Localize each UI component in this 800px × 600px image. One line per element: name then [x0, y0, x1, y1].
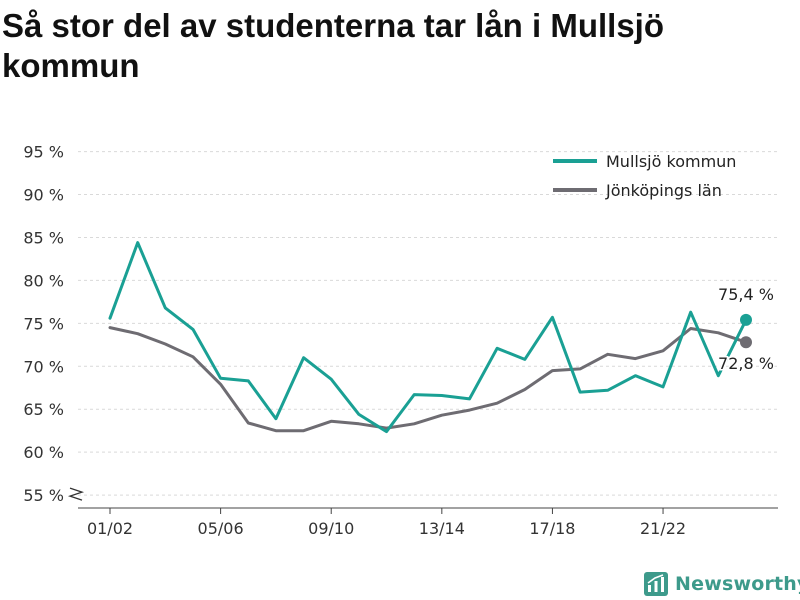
legend-label: Mullsjö kommun — [606, 152, 736, 171]
y-tick-label: 65 % — [23, 400, 64, 419]
x-tick-label: 01/02 — [87, 519, 133, 538]
legend: Mullsjö kommun Jönköpings län — [553, 152, 736, 200]
y-tick-label: 60 % — [23, 443, 64, 462]
x-axis: 01/02 05/06 09/10 13/14 17/18 21/22 — [78, 507, 778, 538]
x-tick-label: 09/10 — [308, 519, 354, 538]
x-tick-label: 17/18 — [529, 519, 575, 538]
y-tick-label: 85 % — [23, 228, 64, 247]
newsworthy-logo-icon — [644, 572, 668, 596]
series-line-jonkoping — [108, 326, 748, 433]
axis-break-icon — [67, 487, 85, 501]
y-tick-label: 55 % — [23, 486, 64, 505]
x-tick-label: 21/22 — [640, 519, 686, 538]
end-point-mullsjo — [740, 313, 752, 326]
x-tick-label: 05/06 — [198, 519, 244, 538]
end-labels: 75,4 % 72,8 % — [717, 283, 776, 374]
brand-name: Newsworthy — [675, 573, 800, 595]
end-value-label: 72,8 % — [718, 354, 774, 373]
grid-lines — [78, 151, 778, 496]
series-line-mullsjo — [108, 241, 748, 434]
chart-title: Så stor del av studenterna tar lån i Mul… — [2, 7, 664, 84]
y-tick-label: 95 % — [23, 143, 64, 162]
legend-label: Jönköpings län — [605, 181, 722, 200]
y-tick-label: 90 % — [23, 186, 64, 205]
y-tick-label: 70 % — [23, 357, 64, 376]
end-point-jonkoping — [740, 336, 752, 349]
y-axis: 55 % 60 % 65 % 70 % 75 % 80 % 85 % 90 % 95 % — [23, 143, 85, 505]
y-tick-label: 80 % — [23, 271, 64, 290]
series-lines — [108, 241, 752, 434]
brand-logo: Newsworthy — [644, 570, 800, 598]
x-tick-label: 13/14 — [419, 519, 465, 538]
end-value-label: 75,4 % — [718, 285, 774, 304]
y-tick-label: 75 % — [23, 314, 64, 333]
